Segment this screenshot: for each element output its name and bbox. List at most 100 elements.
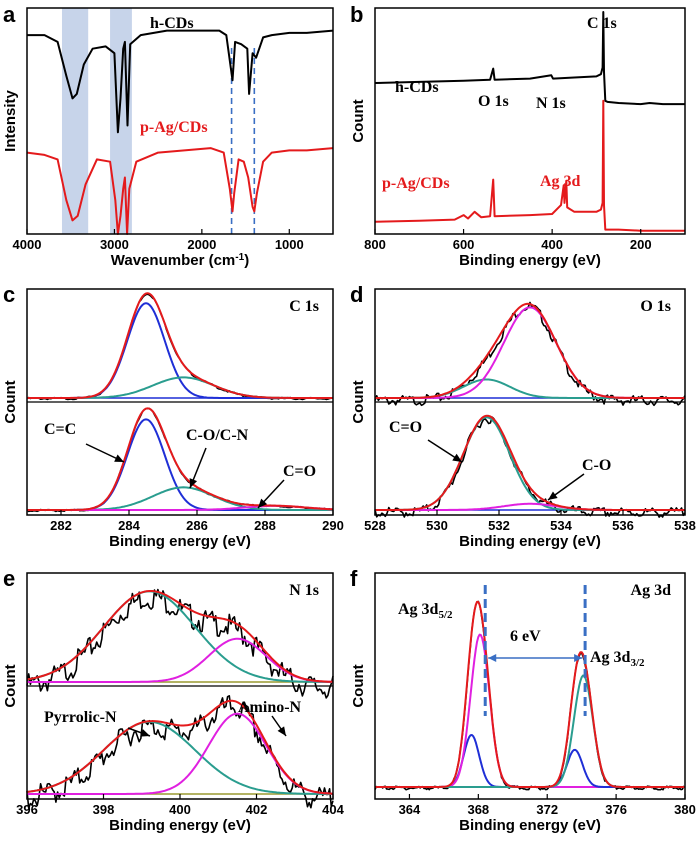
- panel-d-title: O 1s: [640, 298, 671, 315]
- survey-label-o1s: O 1s: [478, 93, 509, 110]
- panel-f-xtick-label: 372: [536, 802, 558, 817]
- panel-label-a: a: [3, 2, 16, 27]
- panel-f-gap-arrow-left: [488, 654, 497, 662]
- panel-f-component: [375, 674, 685, 788]
- panel-f-xtick-label: 368: [467, 802, 489, 817]
- panel-c-component-top: [27, 302, 333, 399]
- panel-e-raw-top: [26, 588, 334, 699]
- panel-f-ylabel: Count: [350, 664, 367, 707]
- panel-label-f: f: [350, 566, 358, 591]
- survey-label-h-cds: h-CDs: [395, 79, 439, 96]
- panel-c-xtick-label: 284: [118, 518, 140, 533]
- f-label-ag3d32: Ag 3d3/2: [590, 649, 645, 669]
- e-label-pyrrolic-n: Pyrrolic-N: [44, 709, 117, 726]
- panel-e-component-top: [27, 637, 333, 683]
- label-h-cds: h-CDs: [150, 15, 194, 32]
- e-arrow-amino-n-head: [277, 726, 286, 736]
- panel-b-xtick-label: 400: [541, 237, 563, 252]
- panel-d-component-top: [375, 306, 685, 399]
- panel-d-frame: [374, 288, 686, 516]
- panel-f-component: [375, 734, 685, 788]
- panel-f-title: Ag 3d: [631, 582, 672, 599]
- survey-label-c1s: C 1s: [587, 15, 617, 32]
- label-p-ag-cds: p-Ag/CDs: [140, 119, 208, 136]
- f-label-ag3d52: Ag 3d5/2: [398, 601, 453, 621]
- panel-d-xlabel: Binding energy (eV): [459, 533, 601, 550]
- panel-a-xtick-label: 4000: [13, 237, 42, 252]
- survey-label-n1s: N 1s: [536, 95, 566, 112]
- c-arrow-c-c-head: [114, 454, 124, 462]
- panel-a-xlabel: Wavenumber (cm-1): [111, 252, 249, 269]
- panel-d-envelope-bottom: [375, 414, 685, 511]
- panel-c-ylabel: Count: [2, 380, 19, 423]
- panel-c-xtick-label: 290: [322, 518, 344, 533]
- panel-a-ylabel: Intensity: [2, 90, 19, 152]
- panel-e-envelope-bottom: [26, 699, 334, 795]
- panel-f-frame: [374, 572, 686, 800]
- panel-label-b: b: [350, 2, 363, 27]
- panel-c-envelope-top: [27, 292, 333, 399]
- panel-d-xtick-label: 538: [674, 518, 696, 533]
- panel-f-xtick-label: 376: [605, 802, 627, 817]
- panel-d-xtick-label: 536: [612, 518, 634, 533]
- panel-f-xtick-label: 380: [674, 802, 696, 817]
- panel-label-c: c: [3, 282, 15, 307]
- panel-e-xtick-label: 398: [93, 802, 115, 817]
- e-arrow-pyrrolic-n-head: [140, 729, 150, 737]
- panel-d-envelope-top: [375, 302, 685, 399]
- panel-d-xtick-label: 528: [364, 518, 386, 533]
- d-arrow-c-o-head: [548, 491, 558, 500]
- ftir-line-pagcds: [26, 147, 334, 235]
- panel-c-title: C 1s: [289, 298, 319, 315]
- panel-b-frame: [374, 7, 686, 235]
- d-label-c-o-double: C=O: [389, 419, 422, 436]
- panel-d-xtick-label: 532: [488, 518, 510, 533]
- panel-d-raw-top: [374, 301, 686, 407]
- panel-f-gap-arrow-right: [574, 654, 583, 662]
- survey-line-pagcds: [374, 99, 685, 232]
- panel-a-xtick-label: 3000: [100, 237, 129, 252]
- panel-d-xtick-label: 534: [550, 518, 572, 533]
- panel-d-xtick-label: 530: [426, 518, 448, 533]
- panel-e-xtick-label: 396: [16, 802, 38, 817]
- panel-e-xlabel: Binding energy (eV): [109, 817, 251, 834]
- panel-d-raw-bottom: [374, 416, 686, 518]
- panel-c-xtick-label: 282: [50, 518, 72, 533]
- panel-f-component: [375, 748, 685, 788]
- panel-a-xtick-label: 2000: [187, 237, 216, 252]
- panel-f-xlabel: Binding energy (eV): [459, 817, 601, 834]
- ftir-line-hcds: [27, 29, 334, 134]
- panel-a-frame: [26, 7, 334, 235]
- panel-c-xtick-label: 288: [254, 518, 276, 533]
- d-arrow-c-o-double-head: [452, 453, 462, 462]
- survey-label-p-ag-cds: p-Ag/CDs: [382, 175, 450, 192]
- survey-line-hcds: [374, 11, 685, 106]
- panel-d-component-top: [375, 378, 685, 399]
- panel-c-xtick-label: 286: [186, 518, 208, 533]
- panel-b-xtick-label: 200: [630, 237, 652, 252]
- e-label-amino-n: Amino-N: [238, 699, 302, 716]
- c-label-c-o-c-n: C-O/C-N: [186, 427, 249, 444]
- panel-label-d: d: [350, 282, 363, 307]
- panel-c-frame: [26, 288, 334, 516]
- panel-f-envelope: [375, 600, 685, 788]
- panel-e-ylabel: Count: [2, 664, 19, 707]
- panel-c-raw-top: [26, 293, 334, 401]
- panel-e-title: N 1s: [289, 582, 319, 599]
- f-label-6ev: 6 eV: [510, 628, 541, 645]
- panel-a-xtick-label: 1000: [275, 237, 304, 252]
- d-label-c-o: C-O: [582, 457, 611, 474]
- panel-f-xtick-label: 364: [399, 802, 421, 817]
- panel-b-xlabel: Binding energy (eV): [459, 252, 601, 269]
- panel-c-envelope-bottom: [27, 407, 334, 511]
- c-label-c-o-double: C=O: [283, 463, 316, 480]
- panel-d-ylabel: Count: [350, 380, 367, 423]
- panel-e-xtick-label: 404: [322, 802, 344, 817]
- panel-e-xtick-label: 400: [169, 802, 191, 817]
- panel-label-e: e: [3, 566, 15, 591]
- panel-b-xtick-label: 600: [453, 237, 475, 252]
- panel-e-xtick-label: 402: [246, 802, 268, 817]
- c-label-c-c: C=C: [44, 421, 76, 438]
- c-arrow-c-o-double-head: [258, 498, 268, 508]
